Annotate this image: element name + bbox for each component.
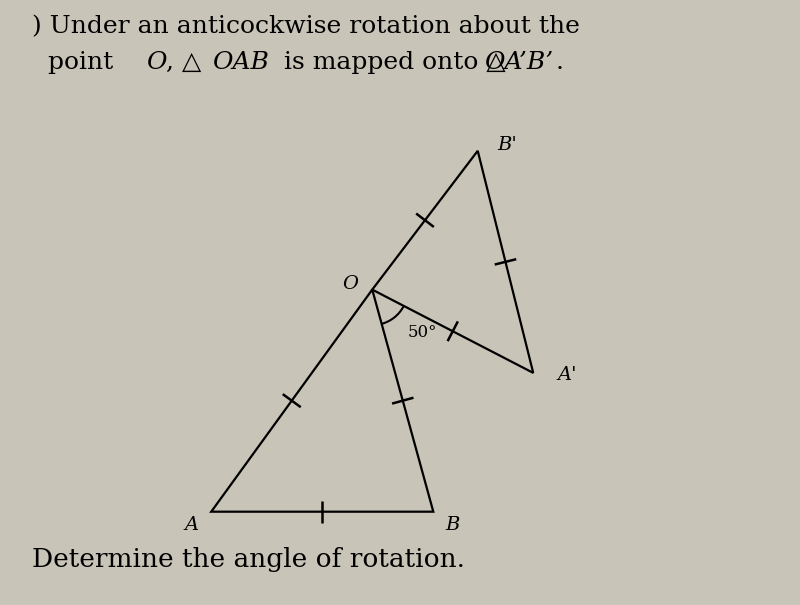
Text: O: O [146,51,167,74]
Text: A: A [184,516,198,534]
Text: B': B' [498,136,518,154]
Text: B: B [445,516,459,534]
Text: O: O [342,275,358,293]
Text: is mapped onto △: is mapped onto △ [276,51,506,74]
Text: OAB: OAB [212,51,269,74]
Text: point: point [32,51,122,74]
Text: 50°: 50° [407,324,437,341]
Text: , △: , △ [166,51,201,74]
Text: Determine the angle of rotation.: Determine the angle of rotation. [32,547,465,572]
Text: A': A' [558,366,577,384]
Text: .: . [556,51,564,74]
Text: OA’B’: OA’B’ [484,51,554,74]
Text: ) Under an anticockwise rotation about the: ) Under an anticockwise rotation about t… [32,15,580,38]
